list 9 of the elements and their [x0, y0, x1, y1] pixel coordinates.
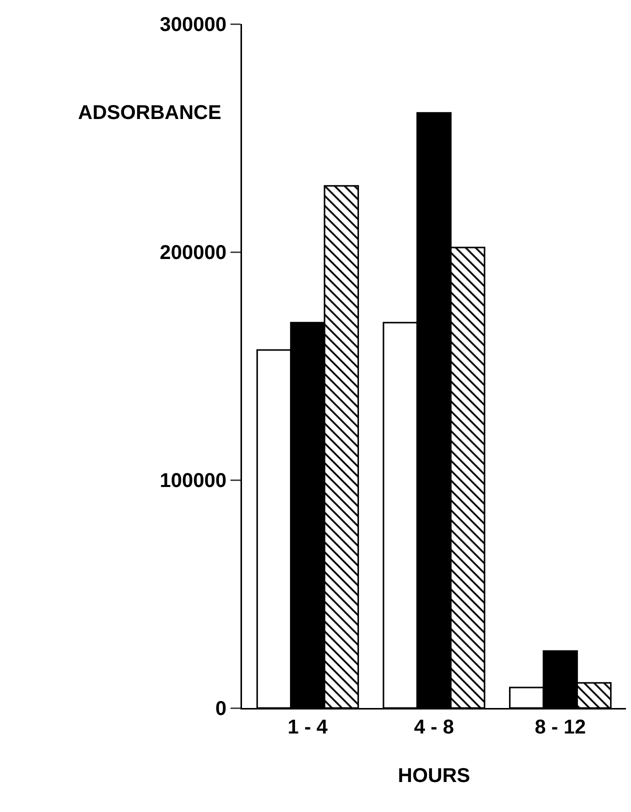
y-tick-label: 200000: [160, 242, 226, 264]
x-tick-label: 1 - 4: [288, 716, 329, 738]
y-axis-title: ADSORBANCE: [78, 102, 222, 124]
y-tick-label: 0: [215, 698, 226, 720]
x-tick-label: 8 - 12: [534, 716, 586, 738]
y-tick-label: 100000: [160, 470, 226, 492]
x-axis-title: HOURS: [398, 764, 470, 787]
y-tick-label: 300000: [160, 14, 226, 36]
x-tick-label: 4 - 8: [414, 716, 454, 738]
